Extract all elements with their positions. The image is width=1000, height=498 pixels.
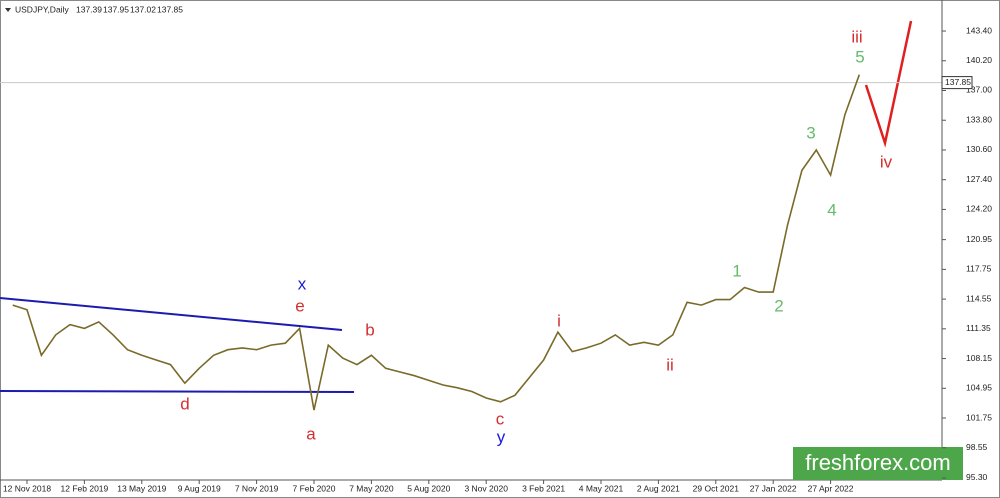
x-tick-label: 3 Nov 2020 xyxy=(464,483,508,493)
x-tick-label: 27 Apr 2022 xyxy=(808,483,854,493)
y-tick-label: 101.75 xyxy=(966,412,992,422)
y-tick-label: 120.95 xyxy=(966,234,992,244)
x-tick-label: 3 Feb 2021 xyxy=(522,483,565,493)
ohlc-value: 137.02 xyxy=(130,4,156,14)
wave-label: d xyxy=(180,394,189,413)
y-tick-label: 108.15 xyxy=(966,353,992,363)
y-tick-label: 95.30 xyxy=(966,472,988,482)
wave-label: e xyxy=(295,296,304,315)
y-tick-label: 127.40 xyxy=(966,174,992,184)
y-tick-label: 143.40 xyxy=(966,25,992,35)
watermark: freshforex.com xyxy=(805,450,951,475)
symbol-icon xyxy=(5,8,11,12)
wave-label: iv xyxy=(880,152,893,171)
y-tick-label: 111.35 xyxy=(966,323,991,333)
wave-label: iii xyxy=(851,27,862,46)
x-tick-label: 5 Aug 2020 xyxy=(407,483,450,493)
trendline xyxy=(0,297,343,331)
trendline xyxy=(0,390,355,393)
wave-label: 5 xyxy=(855,47,864,66)
x-tick-label: 2 Aug 2021 xyxy=(637,483,680,493)
y-tick-label: 133.80 xyxy=(966,114,992,124)
ohlc-value: 137.95 xyxy=(103,4,129,14)
ohlc-value: 137.85 xyxy=(157,4,183,14)
wave-label: 3 xyxy=(806,123,815,142)
price-line xyxy=(12,74,861,411)
symbol: USDJPY,Daily xyxy=(15,4,69,14)
y-tick-label: 117.75 xyxy=(966,264,992,274)
x-tick-label: 7 Feb 2020 xyxy=(292,483,335,493)
y-tick-label: 130.60 xyxy=(966,144,992,154)
last-price-box xyxy=(941,76,973,90)
wave-label: b xyxy=(365,320,374,339)
x-tick-label: 12 Nov 2018 xyxy=(3,483,51,493)
wave-label: 2 xyxy=(774,296,783,315)
projection xyxy=(864,20,913,148)
watermark-box xyxy=(793,447,963,480)
y-tick-label: 104.95 xyxy=(966,383,992,393)
last-price-label: 137.85 xyxy=(945,77,971,87)
ohlc-value: 137.39 xyxy=(76,4,102,14)
x-tick-label: 29 Oct 2021 xyxy=(693,483,740,493)
y-tick-label: 98.55 xyxy=(966,442,988,452)
x-tick-label: 7 May 2020 xyxy=(349,483,394,493)
y-tick-label: 114.55 xyxy=(966,293,992,303)
wave-label: i xyxy=(557,311,561,330)
x-tick-label: 27 Jan 2022 xyxy=(750,483,797,493)
x-tick-label: 13 May 2019 xyxy=(117,483,166,493)
y-tick-label: 140.20 xyxy=(966,55,992,65)
x-tick-label: 7 Nov 2019 xyxy=(235,483,279,493)
wave-label: y xyxy=(497,427,506,446)
x-tick-label: 12 Feb 2019 xyxy=(61,483,109,493)
y-tick-label: 137.00 xyxy=(966,85,992,95)
x-tick-label: 9 Aug 2019 xyxy=(178,483,221,493)
wave-label: x xyxy=(298,274,307,293)
wave-label: c xyxy=(496,409,505,428)
wave-label: 1 xyxy=(732,261,741,280)
x-tick-label: 4 May 2021 xyxy=(579,483,624,493)
y-tick-label: 124.20 xyxy=(966,204,992,214)
wave-label: a xyxy=(306,424,316,443)
wave-label: 4 xyxy=(827,200,836,219)
wave-label: ii xyxy=(666,355,674,374)
